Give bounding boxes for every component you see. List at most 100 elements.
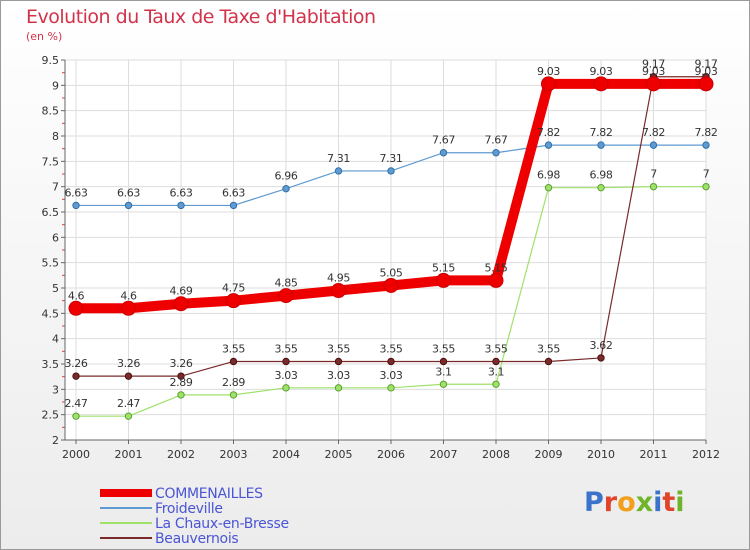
data-label: 3.26 bbox=[170, 357, 193, 370]
data-label: 7.82 bbox=[642, 126, 665, 139]
data-label: 6.98 bbox=[537, 169, 560, 182]
x-tick-label: 2010 bbox=[587, 448, 615, 461]
data-point bbox=[278, 288, 294, 304]
data-label: 4.95 bbox=[327, 272, 350, 285]
data-label: 2.89 bbox=[170, 376, 193, 389]
y-tick-label: 3.5 bbox=[42, 358, 60, 371]
data-label: 7.67 bbox=[432, 134, 455, 147]
y-tick-label: 2.5 bbox=[42, 409, 60, 422]
data-point bbox=[72, 201, 80, 210]
y-tick-label: 7 bbox=[52, 181, 59, 194]
data-point bbox=[124, 412, 133, 420]
legend-label: Beauvernois bbox=[155, 531, 239, 547]
y-tick-label: 8 bbox=[52, 130, 59, 143]
data-point bbox=[334, 357, 343, 366]
legend-label: Froideville bbox=[155, 501, 223, 517]
data-label: 3.62 bbox=[590, 339, 613, 352]
plot-area bbox=[65, 60, 706, 440]
x-tick-label: 2012 bbox=[692, 448, 720, 461]
data-point bbox=[439, 357, 448, 366]
legend-label: COMMENAILLES bbox=[155, 486, 263, 502]
data-point bbox=[177, 201, 185, 210]
data-point bbox=[226, 293, 241, 309]
legend-swatch bbox=[100, 489, 152, 497]
data-point bbox=[124, 372, 133, 380]
y-tick-label: 4.5 bbox=[42, 307, 60, 320]
data-point bbox=[72, 372, 80, 380]
data-point bbox=[282, 357, 290, 366]
x-tick-label: 2011 bbox=[640, 448, 668, 461]
data-point bbox=[492, 357, 500, 366]
data-label: 6.96 bbox=[275, 170, 298, 183]
data-label: 3.55 bbox=[537, 342, 560, 355]
data-label: 3.55 bbox=[380, 342, 403, 355]
data-label: 7.67 bbox=[485, 134, 508, 147]
data-point bbox=[282, 384, 290, 392]
data-label: 9.17 bbox=[695, 58, 718, 71]
data-point bbox=[229, 391, 238, 399]
legend-swatch bbox=[100, 522, 152, 524]
data-point bbox=[649, 182, 658, 191]
legend-swatch bbox=[100, 537, 152, 539]
data-label: 6.63 bbox=[222, 186, 245, 199]
data-label: 3.26 bbox=[117, 357, 140, 370]
data-label: 2.47 bbox=[65, 397, 88, 410]
data-point bbox=[331, 283, 346, 299]
data-point bbox=[72, 412, 80, 420]
data-point bbox=[702, 141, 710, 149]
data-point bbox=[334, 384, 343, 392]
data-label: 5.05 bbox=[380, 266, 403, 279]
data-label: 4.6 bbox=[68, 289, 85, 302]
data-label: 3.55 bbox=[432, 342, 455, 355]
data-point bbox=[439, 380, 448, 388]
data-point bbox=[124, 201, 133, 210]
data-point bbox=[436, 272, 451, 288]
x-tick-label: 2000 bbox=[62, 448, 90, 461]
data-point bbox=[68, 300, 84, 316]
data-point bbox=[649, 141, 658, 149]
data-label: 4.6 bbox=[120, 289, 137, 302]
data-point bbox=[229, 357, 238, 366]
x-tick-label: 2009 bbox=[535, 448, 563, 461]
data-point bbox=[121, 300, 136, 316]
data-label: 6.98 bbox=[590, 169, 613, 182]
data-label: 6.63 bbox=[65, 186, 88, 199]
x-tick-label: 2001 bbox=[115, 448, 143, 461]
data-point bbox=[387, 357, 395, 366]
data-label: 3.03 bbox=[380, 369, 403, 382]
data-label: 5.15 bbox=[485, 261, 508, 274]
data-label: 2.89 bbox=[222, 376, 245, 389]
data-point bbox=[177, 372, 185, 380]
data-label: 3.03 bbox=[275, 369, 298, 382]
chart-title: Evolution du Taux de Taxe d'Habitation bbox=[26, 6, 376, 28]
data-point bbox=[387, 384, 395, 392]
data-point bbox=[698, 76, 714, 92]
data-point bbox=[544, 141, 553, 149]
chart-subtitle: (en %) bbox=[26, 30, 63, 43]
data-label: 7.82 bbox=[590, 126, 613, 139]
data-label: 5.15 bbox=[432, 261, 455, 274]
data-label: 6.63 bbox=[170, 186, 193, 199]
legend-label: La Chaux-en-Bresse bbox=[155, 516, 289, 532]
data-label: 3.26 bbox=[65, 357, 88, 370]
data-point bbox=[597, 141, 605, 149]
x-tick-label: 2005 bbox=[325, 448, 353, 461]
data-point bbox=[177, 391, 185, 399]
y-tick-label: 2 bbox=[52, 434, 59, 447]
x-tick-label: 2003 bbox=[220, 448, 248, 461]
data-point bbox=[492, 149, 500, 157]
data-point bbox=[593, 76, 609, 92]
y-tick-label: 5.5 bbox=[42, 257, 60, 270]
data-label: 7 bbox=[650, 168, 657, 181]
y-tick-label: 5 bbox=[52, 282, 59, 295]
data-label: 3.55 bbox=[275, 342, 298, 355]
data-label: 7.31 bbox=[380, 152, 403, 165]
data-point bbox=[229, 201, 238, 210]
data-label: 3.1 bbox=[488, 365, 504, 378]
y-tick-label: 9 bbox=[52, 79, 59, 92]
data-point bbox=[492, 380, 500, 388]
data-point bbox=[387, 167, 395, 175]
x-tick-label: 2006 bbox=[377, 448, 405, 461]
proxiti-logo: Proxiti bbox=[584, 487, 685, 518]
